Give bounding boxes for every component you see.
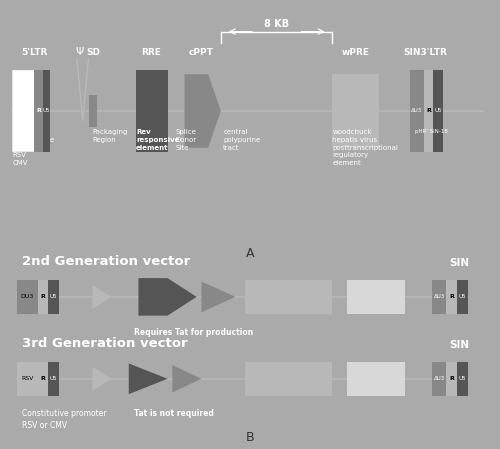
Bar <box>48 280 59 314</box>
Bar <box>43 70 50 152</box>
Text: R: R <box>36 109 41 114</box>
Bar <box>457 362 468 396</box>
Polygon shape <box>172 365 202 392</box>
Text: U5: U5 <box>42 109 50 114</box>
Text: cPPT: cPPT <box>189 48 214 57</box>
Polygon shape <box>184 74 221 148</box>
Text: ΔU3: ΔU3 <box>411 109 422 114</box>
Bar <box>332 74 378 148</box>
Text: B: B <box>246 431 254 444</box>
Text: U5: U5 <box>458 376 466 381</box>
Bar <box>245 280 332 314</box>
Bar <box>136 70 168 152</box>
Polygon shape <box>12 70 46 152</box>
Text: SIN: SIN <box>449 340 469 350</box>
Bar <box>38 362 48 396</box>
Polygon shape <box>138 278 196 316</box>
Bar <box>48 362 59 396</box>
Bar <box>347 362 405 396</box>
Polygon shape <box>129 363 168 394</box>
Bar <box>245 362 332 396</box>
Text: 3rd Generation vector: 3rd Generation vector <box>22 337 188 350</box>
Bar <box>17 362 38 396</box>
Text: Tat is not required: Tat is not required <box>134 409 214 418</box>
Polygon shape <box>92 285 112 309</box>
Text: RRE: RRE <box>142 48 162 57</box>
Text: woodchuck
hepatis virus
posttranscriptional
regulatory
element: woodchuck hepatis virus posttranscriptio… <box>332 129 398 166</box>
Polygon shape <box>92 367 112 391</box>
Text: SD: SD <box>87 48 101 57</box>
Text: Ψ: Ψ <box>75 47 84 57</box>
Bar <box>38 280 48 314</box>
Text: R: R <box>450 376 454 381</box>
Bar <box>446 362 457 396</box>
Bar <box>347 280 405 314</box>
Text: ΔU3: ΔU3 <box>434 295 445 299</box>
Text: SIN: SIN <box>449 258 469 268</box>
Text: ΔU3: ΔU3 <box>434 376 445 381</box>
Text: Splice
Donor
Site: Splice Donor Site <box>176 129 197 150</box>
Text: Constitutive promoter
RSV or CMV: Constitutive promoter RSV or CMV <box>22 409 106 430</box>
Polygon shape <box>202 282 235 312</box>
Text: U5: U5 <box>50 295 58 299</box>
Bar <box>34 70 43 152</box>
Text: A: A <box>246 247 254 260</box>
Text: wPRE: wPRE <box>342 48 369 57</box>
Text: RSV: RSV <box>21 376 34 381</box>
Text: 2nd Generation vector: 2nd Generation vector <box>22 255 190 268</box>
Bar <box>424 70 434 152</box>
Text: 3rd Gen
Constitutive
Promoter:
RSV
CMV: 3rd Gen Constitutive Promoter: RSV CMV <box>12 129 54 166</box>
Bar <box>432 280 446 314</box>
Text: R: R <box>426 109 431 114</box>
Bar <box>457 280 468 314</box>
Bar <box>89 95 96 127</box>
Bar <box>434 70 443 152</box>
Text: SIN3'LTR: SIN3'LTR <box>404 48 448 57</box>
Bar <box>432 362 446 396</box>
Text: 8 KB: 8 KB <box>264 19 289 29</box>
Text: pHR' SIN-18: pHR' SIN-18 <box>415 129 448 134</box>
Bar <box>410 70 424 152</box>
Text: Requires Tat for production: Requires Tat for production <box>134 328 253 337</box>
Text: R: R <box>40 376 46 381</box>
Text: 5'LTR: 5'LTR <box>21 48 48 57</box>
Text: U5: U5 <box>458 295 466 299</box>
Bar <box>17 280 38 314</box>
Text: DU3: DU3 <box>20 295 34 299</box>
Text: U5: U5 <box>50 376 58 381</box>
Text: Rev
responsive
element: Rev responsive element <box>136 129 180 150</box>
Text: U5: U5 <box>434 109 442 114</box>
Text: Packaging
Region: Packaging Region <box>92 129 128 143</box>
Bar <box>446 280 457 314</box>
Text: central
polypurine
tract: central polypurine tract <box>224 129 260 150</box>
Text: R: R <box>40 295 46 299</box>
Text: R: R <box>450 295 454 299</box>
